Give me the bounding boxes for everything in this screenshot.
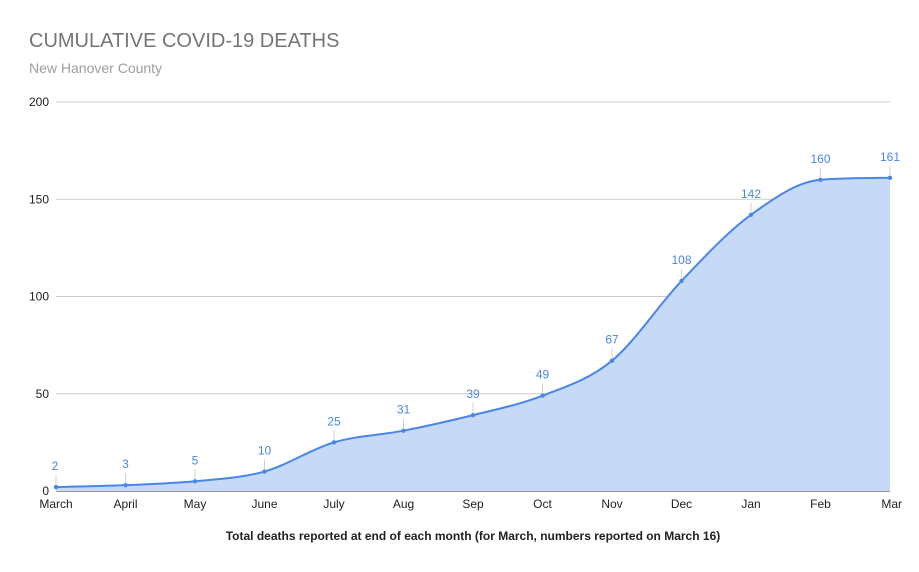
data-label: 25 — [327, 414, 341, 428]
data-label: 39 — [466, 387, 480, 401]
x-axis-title: Total deaths reported at end of each mon… — [226, 529, 721, 543]
data-label: 5 — [192, 453, 199, 467]
y-tick-label: 150 — [29, 192, 49, 206]
chart-title: CUMULATIVE COVID-19 DEATHS — [29, 30, 340, 52]
x-tick-label: April — [113, 497, 137, 511]
x-tick-label: Sep — [462, 497, 484, 511]
data-point — [818, 177, 823, 182]
data-label: 108 — [671, 253, 691, 267]
x-tick-label: Oct — [533, 497, 552, 511]
x-tick-label: Dec — [671, 497, 692, 511]
x-tick-label: July — [323, 497, 344, 511]
data-point — [53, 484, 59, 490]
x-tick-label: March — [39, 497, 72, 511]
x-axis: March April May June July Aug Sep Oct Nov Dec Jan F… — [39, 497, 902, 511]
point-layer — [53, 175, 893, 490]
area-layer — [56, 177, 890, 492]
data-label: 49 — [536, 368, 550, 382]
series-area — [56, 177, 890, 492]
data-label: 161 — [880, 150, 900, 164]
y-tick-label: 50 — [36, 387, 50, 401]
y-tick-label: 100 — [29, 290, 49, 304]
data-point — [748, 212, 754, 218]
data-point — [887, 175, 893, 181]
data-label-layer: 2 3 5 10 25 31 39 49 67 108 142 160 161 — [52, 150, 900, 486]
x-tick-label: Nov — [601, 497, 622, 511]
data-label: 31 — [397, 403, 411, 417]
chart-subtitle: New Hanover County — [29, 60, 163, 76]
data-label: 2 — [52, 459, 59, 473]
y-tick-label: 200 — [29, 95, 49, 109]
x-tick-label: June — [251, 497, 277, 511]
data-point — [540, 393, 545, 398]
x-tick-label: Feb — [810, 497, 831, 511]
data-label: 142 — [741, 187, 761, 201]
data-point — [609, 358, 615, 363]
data-label: 3 — [122, 457, 129, 471]
data-point — [262, 469, 267, 474]
y-axis: 0 50 100 150 200 — [29, 95, 49, 498]
data-label: 67 — [605, 333, 619, 347]
data-point — [401, 428, 406, 433]
x-tick-label: May — [184, 497, 207, 511]
x-tick-label: Jan — [741, 497, 760, 511]
data-point — [123, 482, 128, 488]
data-label: 160 — [810, 152, 830, 166]
x-tick-label: Mar — [881, 497, 902, 511]
data-point — [192, 479, 198, 484]
x-tick-label: Aug — [393, 497, 414, 511]
data-label: 10 — [258, 444, 272, 458]
data-point — [470, 412, 476, 418]
y-tick-label: 0 — [42, 484, 49, 498]
data-point — [331, 440, 337, 445]
data-point — [679, 278, 684, 284]
